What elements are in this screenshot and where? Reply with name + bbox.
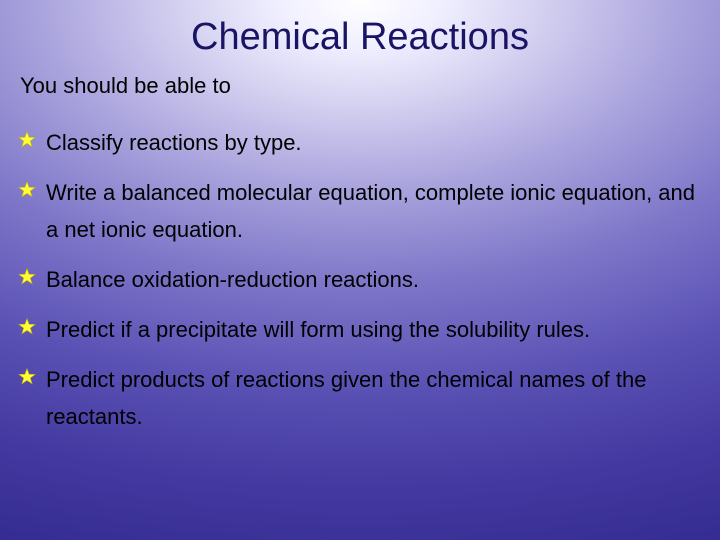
list-item-text: Classify reactions by type. xyxy=(46,125,702,161)
list-item-text: Write a balanced molecular equation, com… xyxy=(46,175,702,248)
list-item: Predict products of reactions given the … xyxy=(18,362,702,435)
list-item: Classify reactions by type. xyxy=(18,125,702,161)
star-bullet-icon xyxy=(18,268,40,286)
slide-subtitle: You should be able to xyxy=(20,73,702,99)
star-bullet-icon xyxy=(18,181,40,199)
list-item: Predict if a precipitate will form using… xyxy=(18,312,702,348)
star-bullet-icon xyxy=(18,131,40,149)
objectives-list: Classify reactions by type. Write a bala… xyxy=(18,125,702,435)
star-bullet-icon xyxy=(18,368,40,386)
list-item: Balance oxidation-reduction reactions. xyxy=(18,262,702,298)
list-item-text: Predict if a precipitate will form using… xyxy=(46,312,702,348)
list-item-text: Predict products of reactions given the … xyxy=(46,362,702,435)
slide-title: Chemical Reactions xyxy=(18,16,702,59)
slide: Chemical Reactions You should be able to… xyxy=(0,0,720,540)
star-bullet-icon xyxy=(18,318,40,336)
list-item: Write a balanced molecular equation, com… xyxy=(18,175,702,248)
list-item-text: Balance oxidation-reduction reactions. xyxy=(46,262,702,298)
